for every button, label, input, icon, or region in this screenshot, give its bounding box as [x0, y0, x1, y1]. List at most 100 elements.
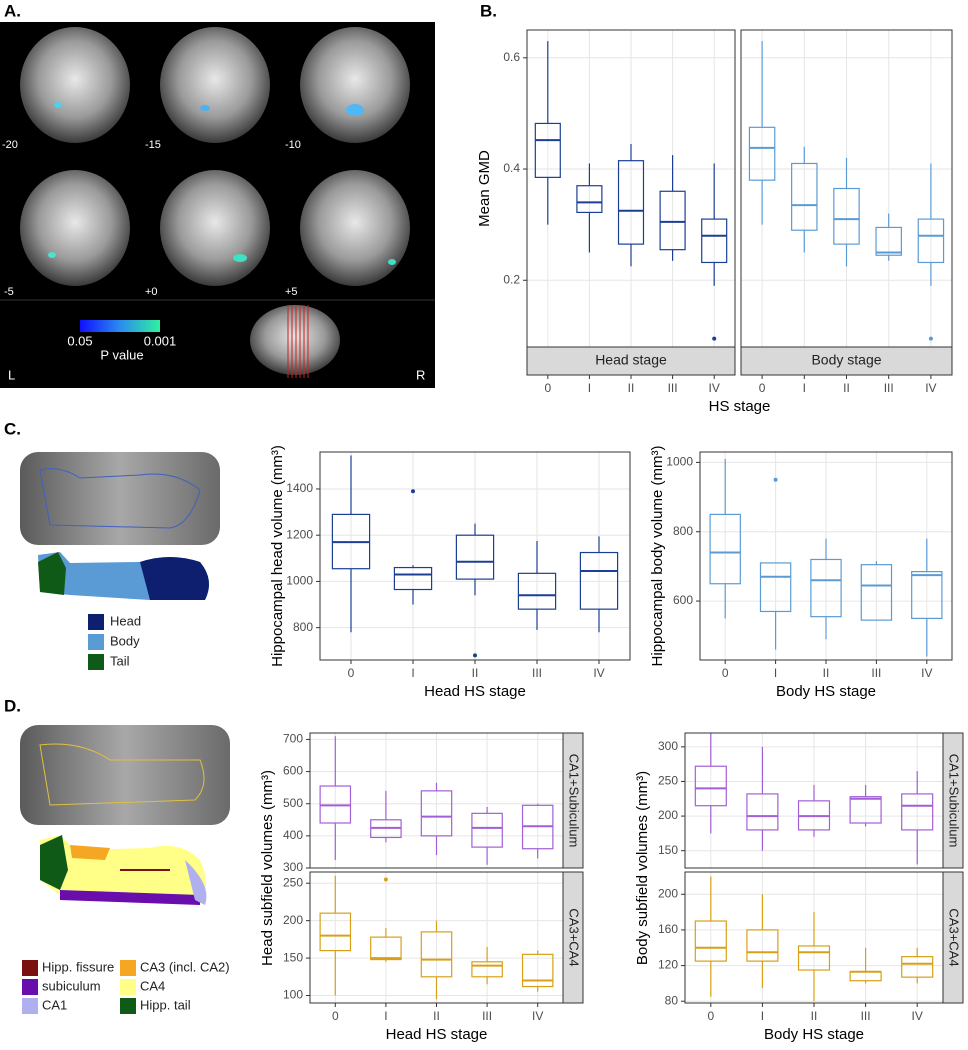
- legend-label: Hipp. fissure: [42, 959, 114, 974]
- x-tick-label: II: [433, 1009, 440, 1023]
- legend-swatch: [88, 654, 104, 670]
- y-tick-label: 120: [658, 958, 678, 972]
- facet-label: CA1+Subiculum: [567, 754, 582, 848]
- x-tick-label: 0: [348, 666, 355, 680]
- y-tick-label: 600: [283, 764, 303, 778]
- y-axis-title: Hippocampal body volume (mm³): [649, 446, 666, 667]
- facet-label: Body stage: [811, 352, 881, 368]
- box: [534, 122, 561, 178]
- x-tick-label: IV: [921, 666, 932, 680]
- x-tick-label: 0: [722, 666, 729, 680]
- panel-label: B.: [480, 1, 497, 20]
- box: [455, 534, 495, 580]
- y-tick-label: 800: [673, 524, 693, 538]
- y-tick-label: 400: [283, 828, 303, 842]
- x-tick-label: II: [823, 666, 830, 680]
- box: [701, 218, 728, 264]
- colorbar: [80, 320, 160, 332]
- y-tick-label: 200: [283, 913, 303, 927]
- legend-label: Body: [110, 633, 140, 648]
- y-tick-label: 150: [283, 950, 303, 964]
- facet-strip: [526, 346, 736, 376]
- facet-strip: [562, 732, 584, 869]
- facet-label: CA3+CA4: [567, 908, 582, 966]
- y-tick-label: 150: [658, 843, 678, 857]
- legend-swatch: [88, 634, 104, 650]
- y-tick-label: 1000: [666, 455, 693, 469]
- x-axis-title: HS stage: [709, 398, 771, 415]
- y-axis-title: Hippocampal head volume (mm³): [269, 445, 286, 667]
- legend-swatch: [120, 960, 136, 976]
- box: [420, 790, 453, 837]
- colorbar-label: 0.05: [67, 333, 92, 348]
- legend-swatch: [22, 960, 38, 976]
- facet-label: CA3+CA4: [947, 908, 962, 966]
- box: [420, 931, 453, 978]
- x-axis-title: Body HS stage: [764, 1026, 864, 1043]
- y-tick-label: 1400: [286, 481, 313, 495]
- y-tick-label: 200: [658, 886, 678, 900]
- y-tick-label: 500: [283, 796, 303, 810]
- x-tick-label: III: [532, 666, 542, 680]
- y-tick-label: 300: [283, 860, 303, 874]
- x-tick-label: IV: [925, 381, 936, 395]
- colorbar-label: 0.001: [144, 333, 177, 348]
- subfield-image: [20, 725, 230, 905]
- box: [393, 566, 433, 591]
- box: [694, 765, 727, 807]
- outlier: [473, 653, 477, 658]
- box: [319, 912, 352, 952]
- outlier: [712, 336, 717, 341]
- x-axis-title: Head HS stage: [386, 1026, 488, 1043]
- y-tick-label: 0.4: [503, 161, 520, 175]
- box: [901, 956, 934, 978]
- x-tick-label: 0: [544, 381, 551, 395]
- box: [576, 185, 603, 214]
- x-tick-label: IV: [593, 666, 604, 680]
- legend-label: Tail: [110, 653, 130, 668]
- y-tick-label: 0.6: [503, 50, 520, 64]
- outlier: [383, 877, 388, 882]
- outlier: [411, 489, 415, 494]
- box: [471, 961, 503, 978]
- x-tick-label: II: [843, 381, 850, 395]
- x-tick-label: III: [668, 381, 678, 395]
- panel-label: D.: [4, 696, 21, 715]
- slice-label: -5: [4, 286, 14, 298]
- y-tick-label: 250: [283, 875, 303, 889]
- facet-strip: [942, 732, 964, 869]
- facet-strip: [740, 346, 953, 376]
- x-tick-label: I: [411, 666, 414, 680]
- side-label: L: [8, 367, 15, 382]
- box: [791, 162, 818, 231]
- legend-label: CA3 (incl. CA2): [140, 959, 230, 974]
- slice-label: -10: [285, 139, 301, 151]
- box: [694, 920, 727, 962]
- y-tick-label: 800: [293, 620, 313, 634]
- y-tick-label: 300: [658, 739, 678, 753]
- hippocampus-image: [20, 452, 220, 600]
- box: [911, 570, 943, 619]
- x-tick-label: IV: [709, 381, 720, 395]
- box: [617, 160, 645, 245]
- y-axis-title: Head subfield volumes (mm³): [259, 770, 276, 966]
- box: [659, 190, 686, 251]
- outlier: [928, 336, 933, 341]
- legend-swatch: [22, 998, 38, 1014]
- legend-swatch: [120, 979, 136, 995]
- box: [746, 929, 779, 962]
- legend-label: Hipp. tail: [140, 997, 191, 1012]
- panel-label: A.: [4, 1, 21, 20]
- facet-label: CA1+Subiculum: [947, 754, 962, 848]
- x-tick-label: 0: [759, 381, 766, 395]
- x-tick-label: I: [588, 381, 591, 395]
- y-tick-label: 0.2: [503, 272, 520, 286]
- x-tick-label: II: [472, 666, 479, 680]
- box: [860, 564, 893, 621]
- x-tick-label: I: [774, 666, 777, 680]
- x-tick-label: III: [871, 666, 881, 680]
- panel-label: C.: [4, 419, 21, 438]
- side-label: R: [416, 367, 425, 382]
- x-tick-label: I: [761, 1009, 764, 1023]
- y-tick-label: 700: [283, 732, 303, 746]
